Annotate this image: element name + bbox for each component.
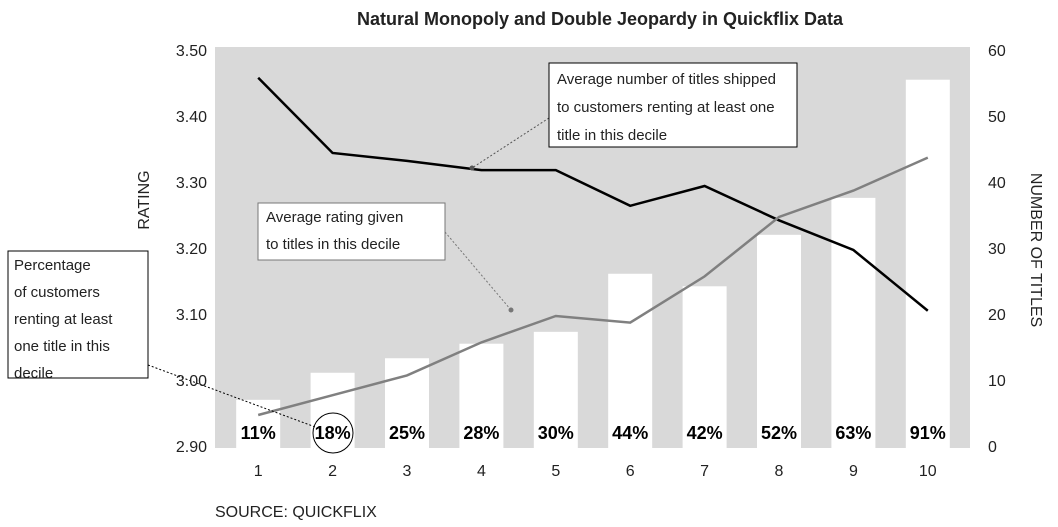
- bar: [533, 331, 578, 448]
- y-tick-label: 2.90: [176, 439, 207, 456]
- callout-box: [548, 62, 798, 148]
- x-tick-label: 8: [775, 463, 784, 480]
- y2-tick-label: 60: [988, 43, 1006, 60]
- percentage-label: 11%: [241, 423, 276, 443]
- x-tick-label: 2: [328, 463, 337, 480]
- chart-title: Natural Monopoly and Double Jeopardy in …: [357, 9, 844, 29]
- bar: [236, 399, 281, 448]
- y2-tick-label: 30: [988, 241, 1006, 258]
- y2-tick-label: 0: [988, 439, 997, 456]
- percentage-label: 91%: [910, 423, 946, 443]
- x-tick-label: 10: [919, 463, 937, 480]
- callouts: [7, 62, 798, 429]
- x-tick-label: 6: [626, 463, 635, 480]
- annotation-text: Average number of titles shipped: [557, 71, 776, 88]
- percentage-label: 44%: [612, 423, 648, 443]
- annotation-text: of customers: [14, 284, 100, 301]
- bar: [608, 273, 653, 448]
- y2-tick-label: 40: [988, 175, 1006, 192]
- bar: [831, 197, 876, 448]
- leader-dot: [469, 165, 475, 171]
- annotation-text: to titles in this decile: [266, 236, 400, 253]
- source: SOURCE: QUICKFLIX: [215, 504, 377, 521]
- x-tick-label: 9: [849, 463, 858, 480]
- annotation-text: decile: [14, 365, 53, 382]
- y2-axis-label: NUMBER OF TITLES: [1027, 173, 1044, 327]
- percentage-label: 42%: [687, 423, 723, 443]
- percentage-label: 18%: [315, 423, 351, 443]
- annotation-text: one title in this: [14, 338, 110, 355]
- bar: [905, 79, 950, 448]
- percentage-label: 63%: [835, 423, 871, 443]
- line: [257, 76, 929, 312]
- percentage-label: 30%: [538, 423, 574, 443]
- annotation-text: Percentage: [14, 257, 91, 274]
- x-tick-label: 1: [254, 463, 263, 480]
- percentage-label: 28%: [463, 423, 499, 443]
- bar: [459, 343, 504, 448]
- percentage-label: 25%: [389, 423, 425, 443]
- percentage-label: 52%: [761, 423, 797, 443]
- y2-tick-label: 20: [988, 307, 1006, 324]
- x-tick-label: 7: [700, 463, 709, 480]
- annotation-text: renting at least: [14, 311, 113, 328]
- y2-tick-label: 50: [988, 109, 1006, 126]
- y-axis-label: RATING: [136, 170, 153, 229]
- leader-line: [444, 231, 512, 311]
- y-tick-label: 3.20: [176, 241, 207, 258]
- x-tick-label: 4: [477, 463, 486, 480]
- line: [257, 156, 929, 417]
- x-tick-label: 5: [551, 463, 560, 480]
- y-tick-label: 3.50: [176, 43, 207, 60]
- callout-box: [257, 202, 446, 261]
- annotation-text: to customers renting at least one: [557, 99, 775, 116]
- annotation-text: title in this decile: [557, 127, 667, 144]
- bar: [310, 372, 355, 448]
- annotation-text: Average rating given: [266, 209, 403, 226]
- bar: [682, 286, 727, 448]
- y-tick-label: 3.30: [176, 175, 207, 192]
- bar: [757, 234, 801, 448]
- y-tick-label: 3.40: [176, 109, 207, 126]
- y2-tick-label: 10: [988, 373, 1006, 390]
- leader-dot: [508, 307, 514, 313]
- y-tick-label: 3.00: [176, 373, 207, 390]
- callout-box: [7, 250, 149, 379]
- leader-line: [471, 117, 550, 169]
- highlight-circle: [312, 412, 354, 454]
- y-tick-label: 3.10: [176, 307, 207, 324]
- bar: [385, 358, 429, 448]
- x-tick-label: 3: [403, 463, 412, 480]
